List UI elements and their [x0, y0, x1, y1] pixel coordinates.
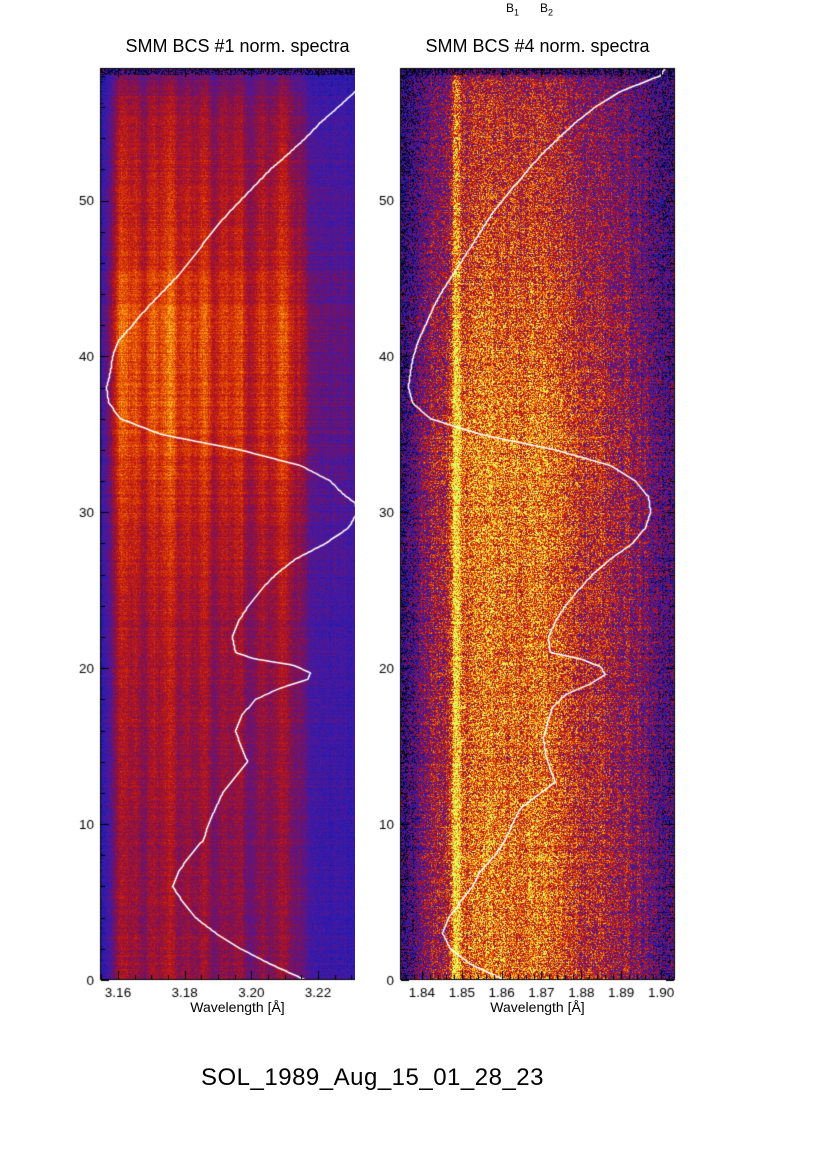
line-label-b1: B1: [506, 1, 519, 17]
line-label-b1-base: B: [506, 1, 515, 15]
line-label-b2-sub: 2: [548, 7, 554, 18]
panel2-title: SMM BCS #4 norm. spectra: [425, 36, 650, 56]
line-label-b2-base: B: [540, 1, 549, 15]
bcs1-spectrogram-canvas: [55, 60, 383, 1015]
line-label-b1-sub: 1: [514, 7, 520, 18]
panel2-xaxis-label: Wavelength [Å]: [490, 999, 585, 1015]
panel1-xaxis-label: Wavelength [Å]: [190, 999, 285, 1015]
line-label-b2: B2: [540, 1, 553, 17]
bcs4-spectrogram-canvas: [355, 60, 683, 1015]
panel1-title: SMM BCS #1 norm. spectra: [125, 36, 350, 56]
figure-caption: SOL_1989_Aug_15_01_28_23: [201, 1064, 544, 1091]
